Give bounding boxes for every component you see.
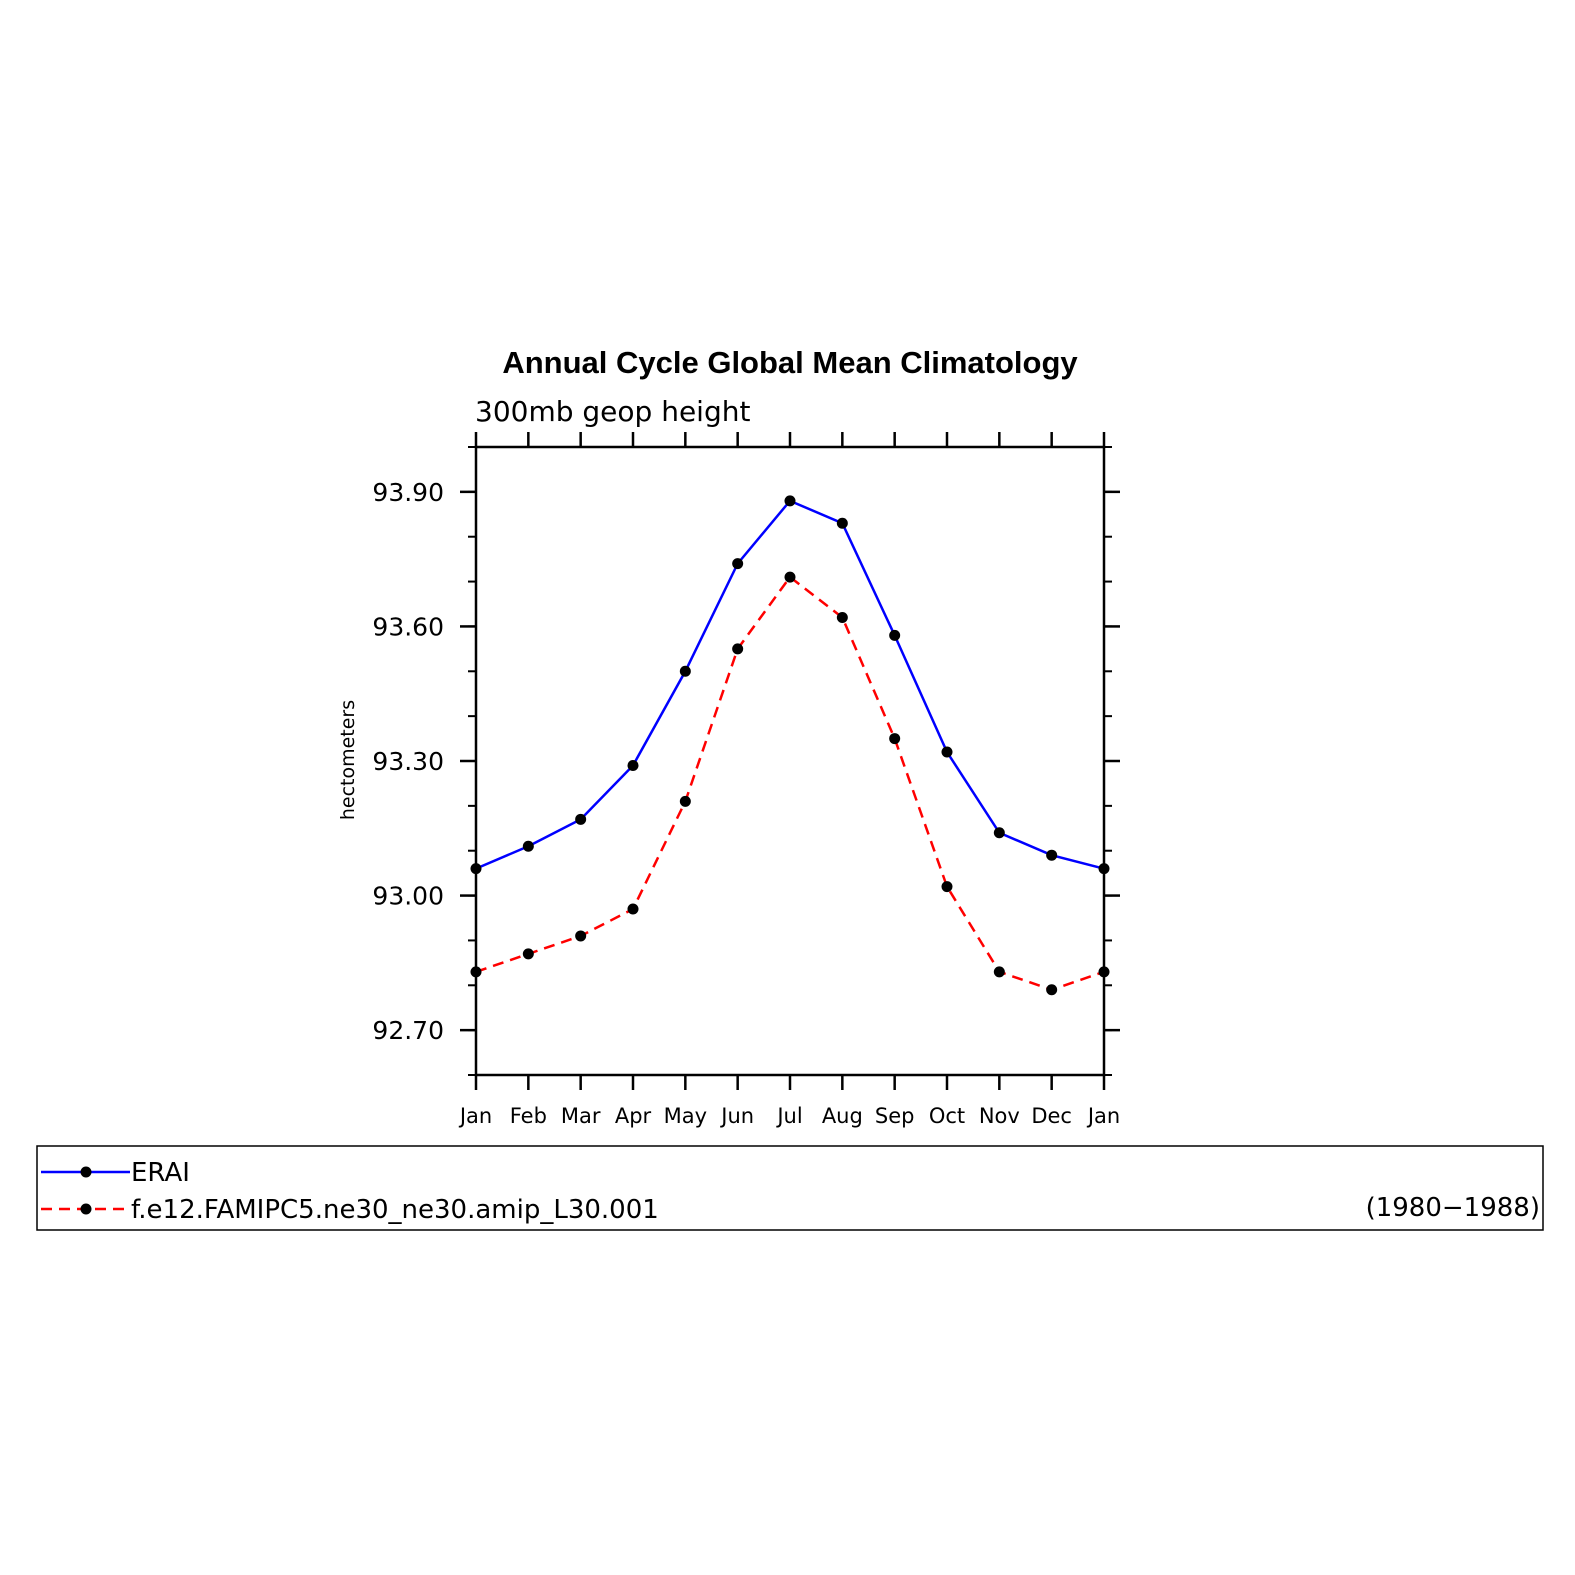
x-tick-label: Nov xyxy=(979,1104,1020,1128)
legend-label: ERAI xyxy=(131,1158,190,1188)
data-point xyxy=(941,746,953,758)
plot-frame xyxy=(474,445,1106,1077)
series-1 xyxy=(470,571,1110,996)
data-point xyxy=(1098,966,1110,978)
series-line xyxy=(475,575,1105,992)
legend-entries: ERAI f.e12.FAMIPC5.ne30_ne30.amip_L30.001 xyxy=(41,1158,659,1225)
legend-period-note: (1980−1988) xyxy=(1366,1193,1540,1223)
chart-subtitle: 300mb geop height xyxy=(475,395,750,428)
x-tick-label: Oct xyxy=(929,1104,965,1128)
x-tick-label: Jan xyxy=(458,1104,492,1128)
y-axis-label: hectometers xyxy=(337,700,359,820)
legend-marker xyxy=(80,1203,92,1215)
data-point xyxy=(941,881,953,893)
legend-entry-1: f.e12.FAMIPC5.ne30_ne30.amip_L30.001 xyxy=(41,1195,659,1225)
legend-entry-0: ERAI xyxy=(41,1158,190,1188)
data-point xyxy=(836,517,848,529)
y-tick-label: 93.90 xyxy=(372,478,444,507)
data-point xyxy=(470,863,482,875)
series-layer xyxy=(470,495,1110,996)
data-point xyxy=(732,643,744,655)
x-tick-label: Sep xyxy=(875,1104,915,1128)
data-point xyxy=(1098,863,1110,875)
data-point xyxy=(889,629,901,641)
x-tick-label: Feb xyxy=(510,1104,547,1128)
y-tick-label: 93.30 xyxy=(372,747,444,776)
x-tick-label: Jan xyxy=(1086,1104,1120,1128)
data-point xyxy=(993,966,1005,978)
x-tick-label: Apr xyxy=(615,1104,652,1128)
series-0 xyxy=(470,495,1110,875)
x-tick-label: Jun xyxy=(719,1104,754,1128)
data-point xyxy=(836,611,848,623)
legend: ERAI f.e12.FAMIPC5.ne30_ne30.amip_L30.001… xyxy=(36,1145,1544,1231)
x-tick-label: May xyxy=(664,1104,707,1128)
y-tick-label: 92.70 xyxy=(372,1016,444,1045)
legend-marker xyxy=(80,1166,92,1178)
data-point xyxy=(522,948,534,960)
data-point xyxy=(784,495,796,507)
data-point xyxy=(732,558,744,570)
data-point xyxy=(993,827,1005,839)
data-point xyxy=(575,813,587,825)
data-point xyxy=(627,903,639,915)
legend-box xyxy=(36,1145,1544,1231)
data-point xyxy=(575,930,587,942)
data-point xyxy=(889,733,901,745)
axes: Jan Feb Mar Apr May Jun Jul Aug Sep Oct Nov Dec Jan 9… xyxy=(372,432,1120,1128)
x-tick-label: Jul xyxy=(775,1104,802,1128)
data-point xyxy=(679,795,691,807)
legend-label: f.e12.FAMIPC5.ne30_ne30.amip_L30.001 xyxy=(131,1195,659,1225)
series-line xyxy=(475,499,1105,870)
data-point xyxy=(784,571,796,583)
data-point xyxy=(470,966,482,978)
y-tick-label: 93.60 xyxy=(372,612,444,641)
x-tick-label: Aug xyxy=(822,1104,863,1128)
x-tick-label: Mar xyxy=(561,1104,601,1128)
x-tick-label: Dec xyxy=(1031,1104,1072,1128)
data-point xyxy=(627,759,639,771)
y-tick-label: 93.00 xyxy=(372,882,444,911)
data-point xyxy=(1046,849,1058,861)
chart-title: Annual Cycle Global Mean Climatology xyxy=(502,345,1078,380)
data-point xyxy=(1046,984,1058,996)
data-point xyxy=(522,840,534,852)
data-point xyxy=(679,665,691,677)
